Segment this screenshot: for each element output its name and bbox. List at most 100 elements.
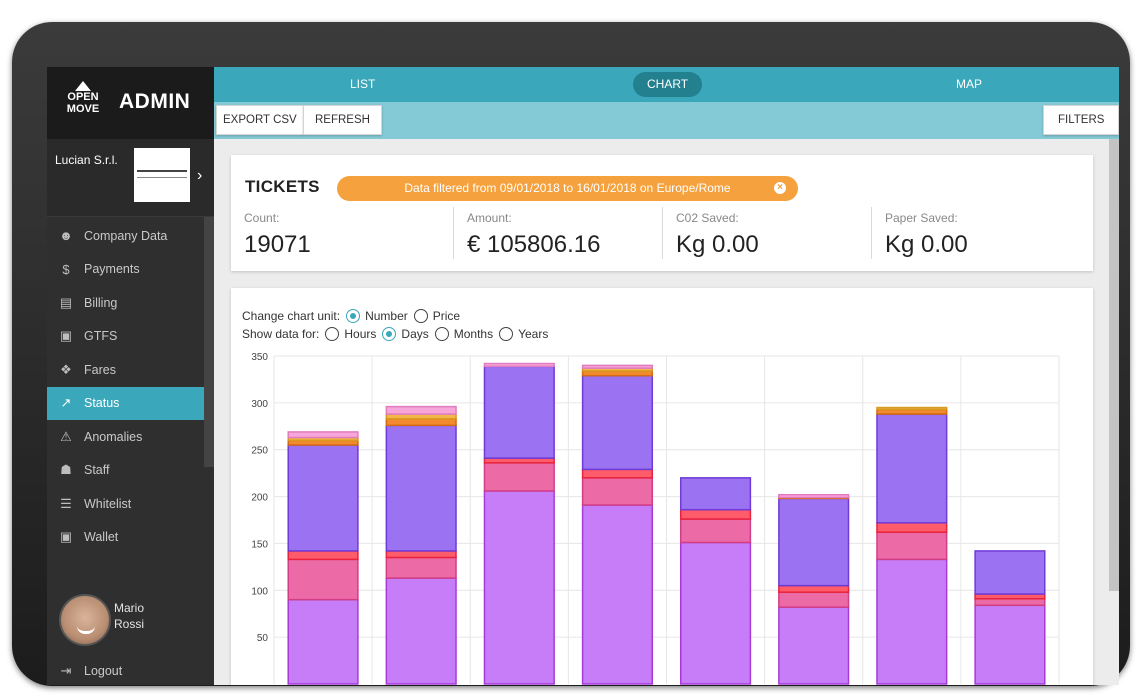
radio-months[interactable] [434,327,449,341]
sidebar-item-label: GTFS [84,329,118,344]
open-move-logo[interactable]: OPEN MOVE [56,81,110,121]
bar-segment [581,477,654,506]
sidebar-nav: ☻ Company Data $ Payments ▤ Billing ▣ GTFS ❖ Fare… [47,219,204,554]
y-tick-label: 250 [251,446,268,457]
y-tick-label: 150 [251,539,268,550]
radio-price-label[interactable]: Price [432,309,461,323]
document-icon: ▤ [59,294,73,310]
stat-value: Kg 0.00 [676,231,759,258]
sidebar-item-label: Fares [84,362,116,377]
stat-amount: Amount: € 105806.16 [453,207,662,259]
sidebar-item-gtfs[interactable]: ▣ GTFS [47,320,204,354]
sidebar-item-label: Anomalies [84,429,143,444]
tab-list[interactable]: LIST [350,77,376,91]
stat-label: Amount: [467,211,512,225]
sidebar-item-payments[interactable]: $ Payments [47,253,204,287]
user-last-name: Rossi [114,617,145,631]
bar-segment [876,558,948,685]
y-tick-label: 100 [251,586,268,597]
sidebar: OPEN MOVE ADMIN Lucian S.r.l. › ☻ Company… [47,67,214,685]
period-control: Show data for: Hours Days Months Years [242,327,548,341]
sidebar-item-wallet[interactable]: ▣ Wallet [47,521,204,555]
bar-segment [876,522,948,533]
tab-chart[interactable]: CHART [633,72,703,97]
bar-segment [679,508,752,520]
sidebar-item-staff[interactable]: ☗ Staff [47,454,204,488]
radio-years[interactable] [499,327,514,341]
radio-number-label[interactable]: Number [365,309,408,323]
content-scrollbar[interactable] [1109,139,1119,591]
list-icon: ☰ [60,495,72,511]
bar-segment [778,591,850,608]
stat-value: 19071 [244,231,311,258]
sidebar-item-status[interactable]: ↗ Status [47,386,204,420]
tickets-title: TICKETS [245,177,320,196]
bar-segment [385,424,457,552]
bar-segment [581,504,654,685]
bar-segment [974,550,1046,595]
radio-months-label[interactable]: Months [453,327,494,341]
filter-text: Data filtered from 09/01/2018 to 16/01/2… [404,181,731,195]
bar-segment [287,550,359,561]
device-frame: OPEN MOVE ADMIN Lucian S.r.l. › ☻ Company… [12,22,1130,686]
filters-button[interactable]: FILTERS [1043,105,1119,135]
chart-card: Change chart unit: Number Price Show dat… [231,288,1093,685]
sidebar-item-label: Status [84,396,120,411]
bar-segment [778,497,850,587]
chevron-right-icon[interactable]: › [197,167,203,184]
logo-arrow-icon [75,81,91,91]
sidebar-item-fares[interactable]: ❖ Fares [47,353,204,387]
bar-segment [778,606,850,685]
bar-segment [483,462,555,492]
logo-line-2: MOVE [66,103,100,115]
sidebar-item-whitelist[interactable]: ☰ Whitelist [47,487,204,521]
radio-number[interactable] [346,309,361,323]
sidebar-item-label: Whitelist [84,496,132,511]
group-icon: ☗ [60,462,72,478]
bar-segment [385,556,457,579]
bar-segment [483,362,555,368]
y-tick-label: 300 [251,399,268,410]
line-chart-icon: ↗ [60,395,72,411]
stacked-bar-chart: 50 100 150 200 250 300 350 [251,352,1060,685]
sidebar-scrollbar[interactable] [204,217,214,467]
logout-label: Logout [84,664,123,678]
radio-days-label[interactable]: Days [401,327,429,341]
sidebar-item-label: Company Data [84,228,168,243]
period-label: Show data for: [242,327,320,341]
refresh-button[interactable]: REFRESH [303,105,382,135]
bar-segment [287,558,359,601]
stat-value: € 105806.16 [467,231,601,258]
close-icon[interactable]: × [774,182,786,194]
tab-map[interactable]: MAP [956,77,983,91]
chart-unit-label: Change chart unit: [242,309,341,323]
sidebar-item-company-data[interactable]: ☻ Company Data [47,219,204,253]
radio-price[interactable] [413,309,428,323]
bar-segment [876,406,948,411]
sidebar-item-anomalies[interactable]: ⚠ Anomalies [47,420,204,454]
user-first-name: Mario [114,601,145,615]
company-selector[interactable]: Lucian S.r.l. › [47,139,214,217]
user-icon: ☻ [59,228,73,244]
sidebar-item-billing[interactable]: ▤ Billing [47,286,204,320]
y-tick-label: 200 [251,493,268,504]
bar-segment [679,541,752,685]
radio-hours[interactable] [325,327,340,341]
bar-segment [287,598,359,685]
radio-days[interactable] [382,327,397,341]
logo-line-1: OPEN [67,91,99,103]
bar-segment [679,518,752,544]
logout-link[interactable]: ⇥ Logout [57,663,123,679]
user-profile[interactable]: Mario Rossi [47,587,214,647]
warning-icon: ⚠ [60,428,72,444]
export-csv-button[interactable]: EXPORT CSV [216,105,304,135]
bar-segment [385,418,457,427]
radio-hours-label[interactable]: Hours [344,327,377,341]
ticket-icon: ❖ [60,361,72,377]
stat-value: Kg 0.00 [885,231,968,258]
sidebar-item-label: Payments [84,262,140,277]
stat-label: C02 Saved: [676,211,739,225]
y-tick-label: 50 [257,633,269,644]
bar-segment [483,490,555,685]
radio-years-label[interactable]: Years [518,327,549,341]
